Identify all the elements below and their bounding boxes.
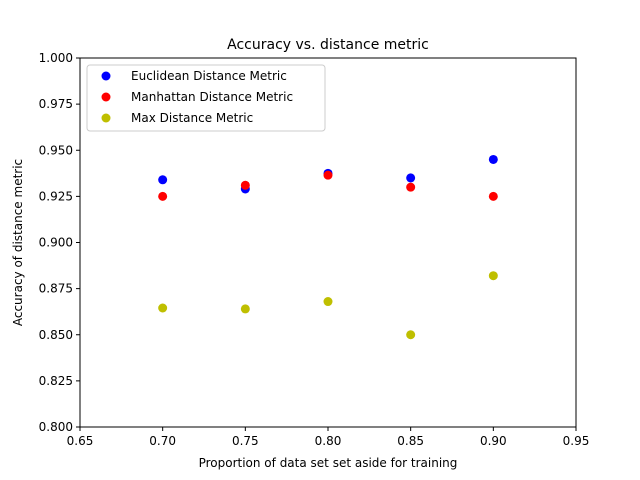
x-tick-label: 0.95 <box>563 434 590 448</box>
x-tick-label: 0.80 <box>315 434 342 448</box>
chart-title: Accuracy vs. distance metric <box>227 37 429 53</box>
x-tick-label: 0.75 <box>232 434 259 448</box>
legend-box <box>86 64 326 132</box>
data-point <box>240 304 250 314</box>
data-point <box>323 297 333 307</box>
y-tick-label: 0.850 <box>39 328 73 342</box>
y-tick-label: 0.950 <box>39 143 73 157</box>
data-point <box>240 180 250 190</box>
data-point <box>323 170 333 180</box>
y-tick-label: 0.800 <box>39 420 73 434</box>
legend-label: Max Distance Metric <box>131 111 253 125</box>
y-tick-label: 0.825 <box>39 374 73 388</box>
legend: Euclidean Distance Metric Manhattan Dista… <box>86 64 326 132</box>
y-axis: 0.800 0.825 0.850 0.875 0.900 0.925 0.950 0.975… <box>39 51 80 434</box>
data-point <box>488 154 498 164</box>
x-axis-label: Proportion of data set set aside for tra… <box>199 456 458 470</box>
data-point <box>488 191 498 201</box>
x-axis: 0.65 0.70 0.75 0.80 0.85 0.90 0.95 <box>67 427 590 448</box>
series-2 <box>158 271 498 340</box>
y-axis-label: Accuracy of distance metric <box>11 159 25 326</box>
data-point <box>158 303 168 313</box>
x-tick-label: 0.85 <box>397 434 424 448</box>
data-point <box>158 191 168 201</box>
y-tick-label: 1.000 <box>39 51 73 65</box>
data-point <box>488 271 498 281</box>
legend-marker <box>101 71 111 81</box>
data-point <box>406 330 416 340</box>
legend-marker <box>101 113 111 123</box>
legend-marker <box>101 92 111 102</box>
x-tick-label: 0.90 <box>480 434 507 448</box>
y-tick-label: 0.925 <box>39 189 73 203</box>
data-point <box>406 173 416 183</box>
series-1 <box>158 170 498 201</box>
legend-label: Manhattan Distance Metric <box>131 90 293 104</box>
y-tick-label: 0.900 <box>39 236 73 250</box>
data-point <box>158 175 168 185</box>
legend-label: Euclidean Distance Metric <box>131 69 287 83</box>
x-tick-label: 0.70 <box>149 434 176 448</box>
x-tick-label: 0.65 <box>67 434 94 448</box>
data-point <box>406 182 416 192</box>
y-tick-label: 0.875 <box>39 282 73 296</box>
y-tick-label: 0.975 <box>39 97 73 111</box>
data-points <box>158 154 498 340</box>
